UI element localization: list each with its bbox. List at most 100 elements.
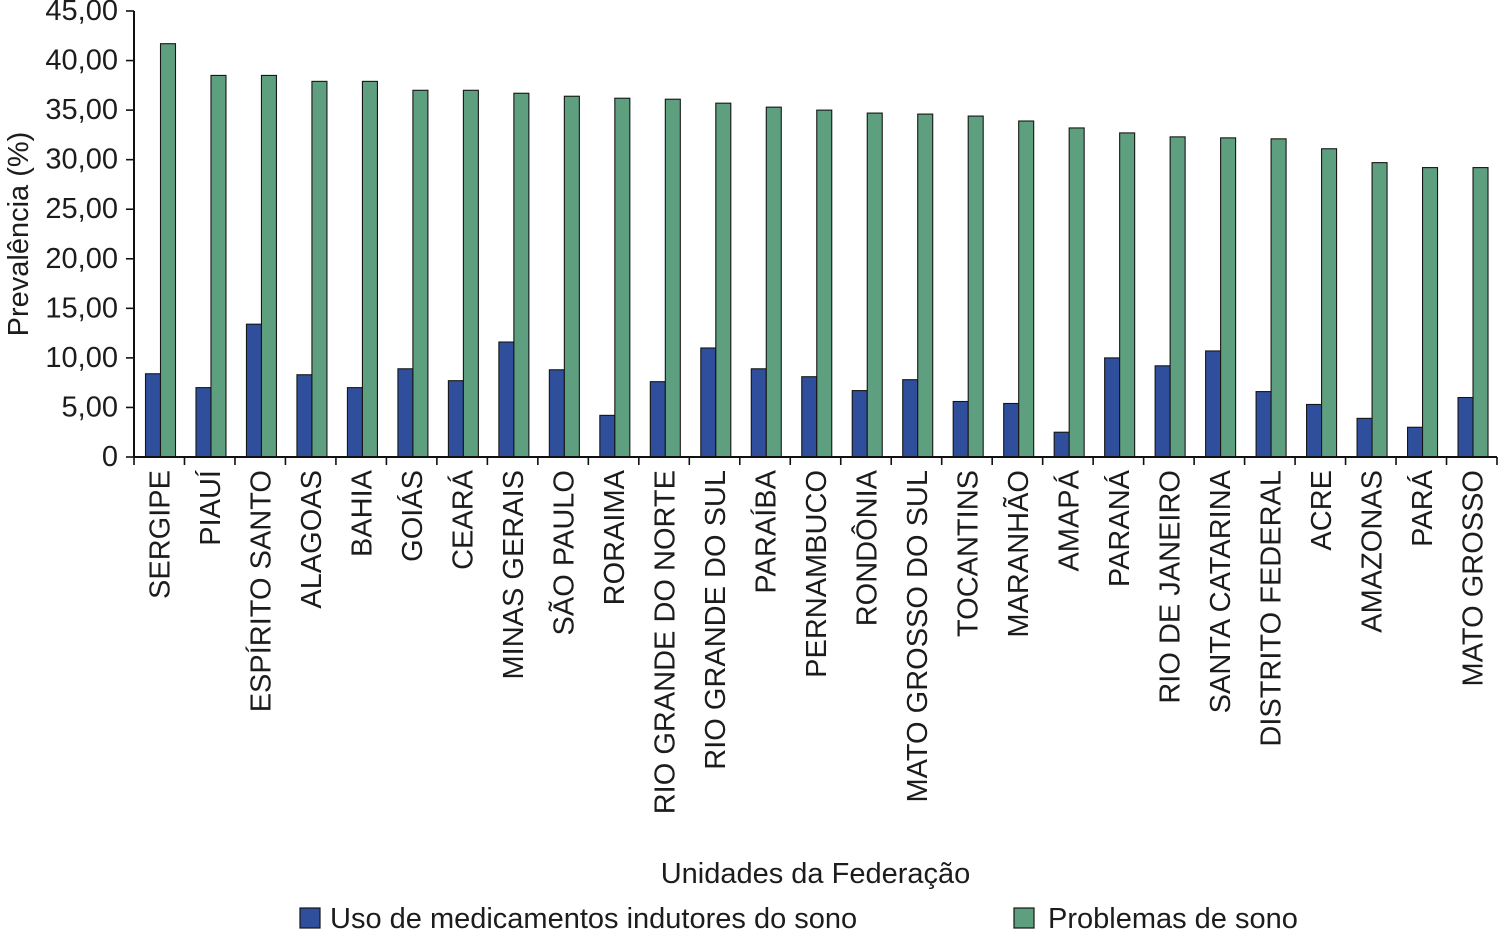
medication-use-bar-mato-grosso-do-sul	[902, 379, 919, 458]
legend: Uso de medicamentos indutores do sono Pr…	[299, 903, 1298, 935]
legend-item-medication-use: Uso de medicamentos indutores do sono	[299, 903, 857, 935]
medication-use-bar-sergipe	[144, 373, 162, 458]
medication-use-bar-para	[1406, 426, 1424, 458]
x-tick-label-roraima: RORAIMA	[599, 469, 631, 605]
sleep-problems-bar-roraima	[614, 97, 631, 458]
medication-use-bar-santa-catarina	[1205, 350, 1222, 458]
sleep-problems-bar-mato-grosso	[1472, 167, 1489, 458]
bar-group	[144, 43, 1489, 458]
sleep-problems-bar-bahia	[361, 80, 378, 458]
medication-use-bar-amapa	[1053, 431, 1070, 458]
x-tick-label-sao-paulo: SÃO PAULO	[547, 470, 581, 635]
medication-use-bar-ceara	[447, 380, 464, 458]
sleep-problems-bar-minas-gerais	[513, 92, 530, 458]
x-tick-label-goias: GOIÁS	[396, 470, 429, 562]
x-tick-label-maranhao: MARANHÃO	[1001, 470, 1035, 638]
y-tick-label-20: 20,00	[45, 243, 118, 275]
x-tick-label-espirito-santo: ESPÍRITO SANTO	[245, 470, 278, 712]
x-tick-label-para: PARÁ	[1406, 469, 1439, 546]
sleep-problems-bar-pernambuco	[816, 109, 833, 458]
y-tick-label-35: 35,00	[45, 94, 118, 126]
sleep-problems-bar-para	[1421, 167, 1439, 458]
x-tick-label-distrito-federal: DISTRITO FEDERAL	[1255, 470, 1287, 747]
x-tick-label-ceara: CEARÁ	[447, 469, 480, 570]
x-tick-label-rio-de-janeiro: RIO DE JANEIRO	[1154, 470, 1186, 704]
sleep-problems-bar-rio-grande-do-sul	[715, 102, 732, 458]
medication-use-bar-mato-grosso	[1457, 396, 1474, 458]
y-tick-label-40: 40,00	[45, 45, 118, 77]
x-axis-ticks: SERGIPE PIAUÍ ESPÍRITO SANTO ALAGOAS BAHIA GO…	[133, 457, 1498, 814]
medication-use-bar-rondonia	[851, 390, 868, 458]
x-tick-label-rio-grande-do-sul: RIO GRANDE DO SUL	[700, 470, 732, 770]
legend-item-sleep-problems: Problemas de sono	[1013, 903, 1298, 935]
y-tick-label-0: 0	[102, 441, 118, 473]
sleep-problems-bar-amapa	[1068, 127, 1085, 458]
medication-use-bar-bahia	[346, 387, 363, 458]
y-axis-ticks: 0 5,00 10,00 15,00 20,00 25,00 30,00 35,00 40,00…	[45, 0, 134, 473]
sleep-problems-bar-distrito-federal	[1270, 138, 1287, 458]
y-tick-label-15: 15,00	[45, 292, 118, 324]
x-tick-label-tocantins: TOCANTINS	[952, 470, 984, 637]
medication-use-bar-alagoas	[296, 374, 313, 458]
x-tick-label-parana: PARANÁ	[1103, 469, 1136, 587]
sleep-problems-bar-sao-paulo	[563, 95, 580, 458]
sleep-problems-bar-amazonas	[1371, 162, 1388, 458]
sleep-problems-bar-maranhao	[1018, 120, 1035, 458]
x-tick-label-rio-grande-do-norte: RIO GRANDE DO NORTE	[650, 470, 682, 814]
x-tick-label-acre: ACRE	[1306, 470, 1338, 551]
sleep-problems-bar-rio-de-janeiro	[1169, 136, 1186, 458]
sleep-problems-bar-piaui	[210, 74, 227, 458]
medication-use-bar-rio-de-janeiro	[1154, 365, 1171, 458]
medication-use-bar-paraiba	[750, 368, 767, 458]
x-tick-label-santa-catarina: SANTA CATARINA	[1205, 469, 1237, 713]
medication-use-bar-amazonas	[1356, 417, 1373, 458]
sleep-problems-bar-alagoas	[311, 80, 328, 458]
sleep-problems-bar-mato-grosso-do-sul	[917, 113, 934, 458]
medication-use-bar-acre	[1306, 403, 1323, 458]
x-tick-label-rondonia: RONDÔNIA	[849, 469, 883, 626]
medication-use-bar-rio-grande-do-norte	[649, 381, 666, 458]
medication-use-bar-rio-grande-do-sul	[700, 347, 717, 458]
sleep-problems-bar-rondonia	[866, 112, 883, 458]
medication-use-bar-espirito-santo	[245, 323, 263, 458]
x-tick-label-sergipe: SERGIPE	[145, 470, 177, 599]
medication-use-bar-distrito-federal	[1255, 391, 1272, 458]
legend-label-medication-use: Uso de medicamentos indutores do sono	[330, 903, 857, 935]
medication-use-bar-minas-gerais	[498, 341, 515, 458]
medication-use-bar-parana	[1104, 357, 1121, 458]
sleep-problems-bar-santa-catarina	[1220, 137, 1237, 458]
legend-swatch-sleep-problems	[1013, 907, 1035, 929]
sleep-problems-bar-espirito-santo	[260, 74, 278, 458]
sleep-problems-bar-tocantins	[967, 115, 984, 458]
y-tick-label-45: 45,00	[45, 0, 118, 27]
x-tick-label-amapa: AMAPÁ	[1052, 469, 1085, 571]
x-axis-title: Unidades da Federação	[661, 858, 971, 890]
medication-use-bar-piaui	[195, 387, 212, 458]
x-tick-label-paraiba: PARAÍBA	[750, 469, 783, 593]
axes	[133, 11, 1497, 458]
sleep-problems-bar-parana	[1119, 132, 1136, 458]
y-axis-title: Prevalência (%)	[3, 132, 35, 337]
y-tick-label-5: 5,00	[62, 391, 118, 423]
sleep-problems-bar-goias	[412, 89, 429, 458]
medication-use-bar-maranhao	[1003, 402, 1020, 458]
legend-label-sleep-problems: Problemas de sono	[1048, 903, 1298, 935]
medication-use-bar-pernambuco	[801, 376, 818, 458]
x-tick-label-amazonas: AMAZONAS	[1356, 470, 1388, 633]
sleep-problems-bar-ceara	[462, 89, 479, 458]
sleep-problems-bar-acre	[1321, 148, 1338, 458]
sleep-problems-bar-rio-grande-do-norte	[664, 98, 681, 458]
sleep-problems-bar-sergipe	[159, 43, 177, 458]
medication-use-bar-tocantins	[952, 400, 969, 458]
legend-swatch-medication-use	[299, 907, 321, 929]
x-tick-label-bahia: BAHIA	[347, 469, 379, 557]
sleep-problems-bar-paraiba	[765, 106, 782, 458]
x-tick-label-piaui: PIAUÍ	[194, 469, 227, 546]
y-tick-label-30: 30,00	[45, 144, 118, 176]
x-tick-label-mato-grosso: MATO GROSSO	[1457, 470, 1489, 686]
medication-use-bar-sao-paulo	[548, 369, 565, 458]
medication-use-bar-goias	[397, 368, 414, 458]
x-tick-label-minas-gerais: MINAS GERAIS	[498, 470, 530, 680]
x-tick-label-alagoas: ALAGOAS	[296, 470, 328, 609]
